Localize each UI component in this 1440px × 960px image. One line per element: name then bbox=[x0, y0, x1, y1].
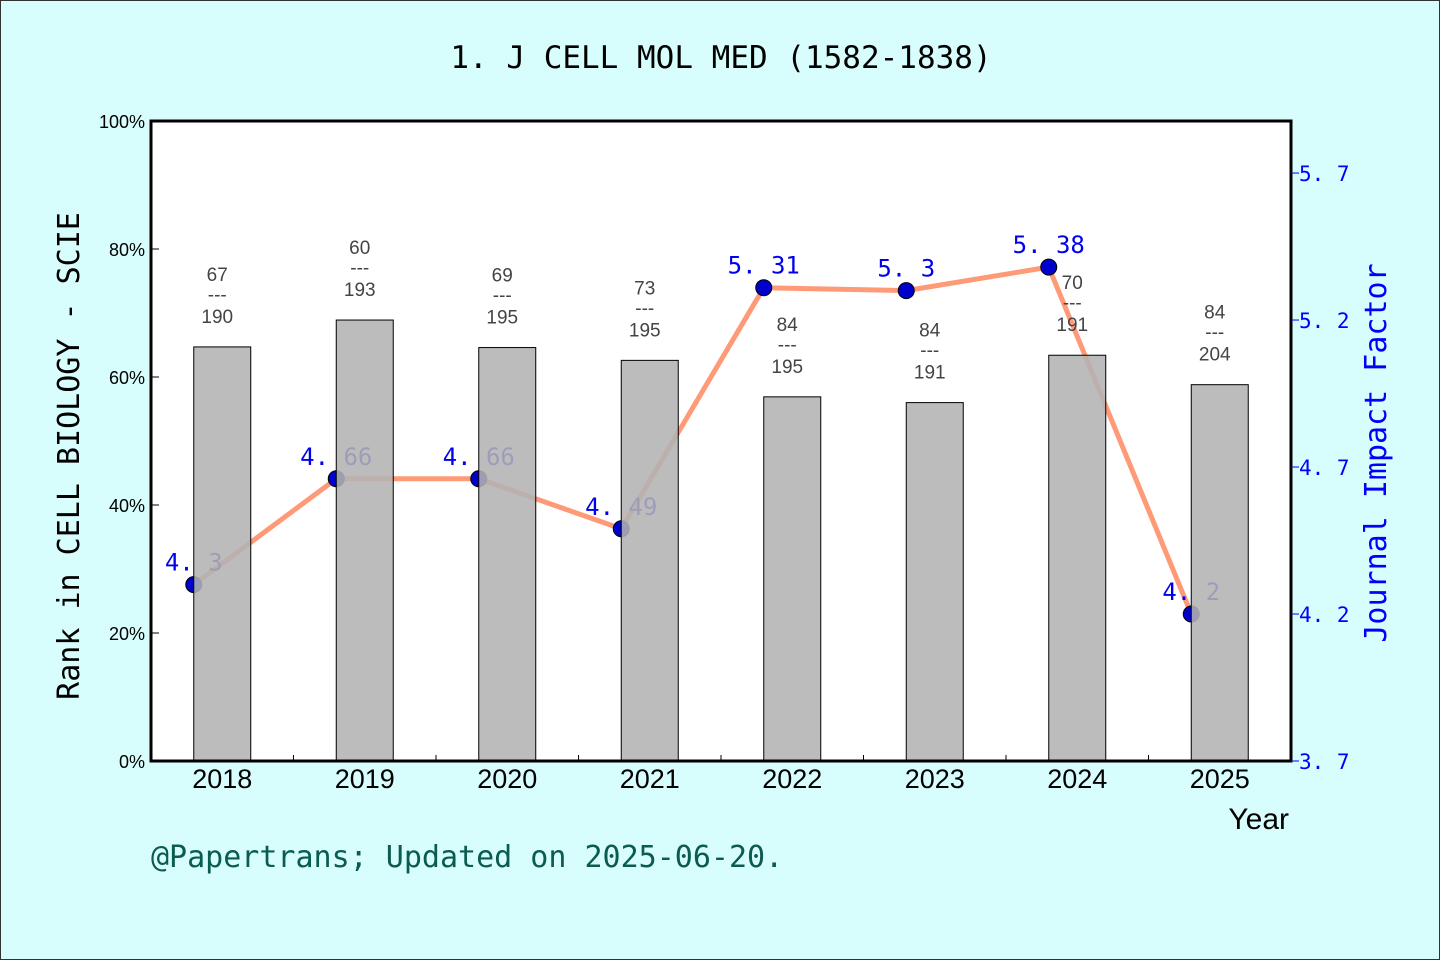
total-label: 190 bbox=[201, 307, 233, 328]
right-tick-label: 5. 7 bbox=[1299, 162, 1350, 186]
impact-factor-label: 5. 3 bbox=[877, 255, 935, 283]
rank-divider: --- bbox=[1063, 293, 1082, 314]
rank-label: 84 bbox=[1204, 303, 1226, 324]
x-tick-label: 2024 bbox=[1047, 764, 1107, 794]
chart-title: 1. J CELL MOL MED (1582-1838) bbox=[450, 40, 991, 76]
y-axis-right-label: Journal Impact Factor bbox=[1359, 263, 1394, 642]
x-axis-label: Year bbox=[1228, 803, 1289, 836]
total-label: 191 bbox=[914, 363, 946, 384]
left-tick-label: 60% bbox=[109, 368, 145, 388]
rank-label: 69 bbox=[492, 266, 513, 287]
total-label: 193 bbox=[344, 280, 376, 301]
rank-divider: --- bbox=[920, 341, 939, 362]
x-tick-label: 2021 bbox=[620, 764, 680, 794]
rank-label: 84 bbox=[919, 321, 941, 342]
impact-factor-label: 5. 31 bbox=[728, 252, 800, 280]
y-axis-left-label: Rank in CELL BIOLOGY - SCIE bbox=[52, 212, 87, 700]
rank-bar bbox=[1190, 384, 1249, 762]
rank-label: 84 bbox=[777, 315, 799, 336]
rank-divider: --- bbox=[350, 258, 369, 279]
rank-divider: --- bbox=[635, 298, 654, 319]
rank-label: 60 bbox=[349, 238, 370, 259]
rank-bar bbox=[620, 359, 679, 762]
rank-divider: --- bbox=[1205, 323, 1224, 344]
rank-label: 67 bbox=[207, 265, 228, 286]
left-tick-label: 40% bbox=[109, 496, 145, 516]
rank-label: 73 bbox=[634, 278, 655, 299]
rank-divider: --- bbox=[493, 286, 512, 307]
total-label: 195 bbox=[629, 320, 661, 341]
total-label: 191 bbox=[1056, 315, 1088, 336]
x-tick-label: 2022 bbox=[762, 764, 822, 794]
impact-factor-point bbox=[897, 282, 915, 300]
x-tick-label: 2023 bbox=[905, 764, 965, 794]
total-label: 195 bbox=[486, 308, 518, 329]
right-tick-label: 5. 2 bbox=[1299, 309, 1350, 333]
left-tick-label: 80% bbox=[109, 240, 145, 260]
impact-factor-point bbox=[755, 279, 773, 297]
right-tick-label: 4. 2 bbox=[1299, 603, 1350, 627]
left-tick-label: 0% bbox=[119, 752, 145, 772]
rank-label: 70 bbox=[1062, 273, 1083, 294]
left-tick-label: 100% bbox=[99, 112, 145, 132]
x-tick-label: 2020 bbox=[477, 764, 537, 794]
impact-factor-point bbox=[1040, 258, 1058, 276]
right-tick-label: 4. 7 bbox=[1299, 456, 1350, 480]
rank-bar bbox=[1048, 354, 1107, 762]
rank-bar bbox=[193, 346, 252, 762]
x-tick-label: 2019 bbox=[335, 764, 395, 794]
rank-divider: --- bbox=[778, 335, 797, 356]
total-label: 204 bbox=[1199, 345, 1231, 366]
rank-bar bbox=[763, 396, 822, 762]
x-tick-label: 2025 bbox=[1190, 764, 1250, 794]
rank-bar bbox=[905, 402, 964, 762]
rank-divider: --- bbox=[208, 285, 227, 306]
left-tick-label: 20% bbox=[109, 624, 145, 644]
rank-bar bbox=[335, 319, 394, 762]
impact-factor-label: 5. 38 bbox=[1013, 231, 1085, 259]
footer-credit: @Papertrans; Updated on 2025-06-20. bbox=[151, 840, 783, 875]
total-label: 195 bbox=[771, 357, 803, 378]
rank-bar bbox=[478, 347, 537, 762]
right-tick-label: 3. 7 bbox=[1299, 750, 1350, 774]
x-tick-label: 2018 bbox=[192, 764, 252, 794]
